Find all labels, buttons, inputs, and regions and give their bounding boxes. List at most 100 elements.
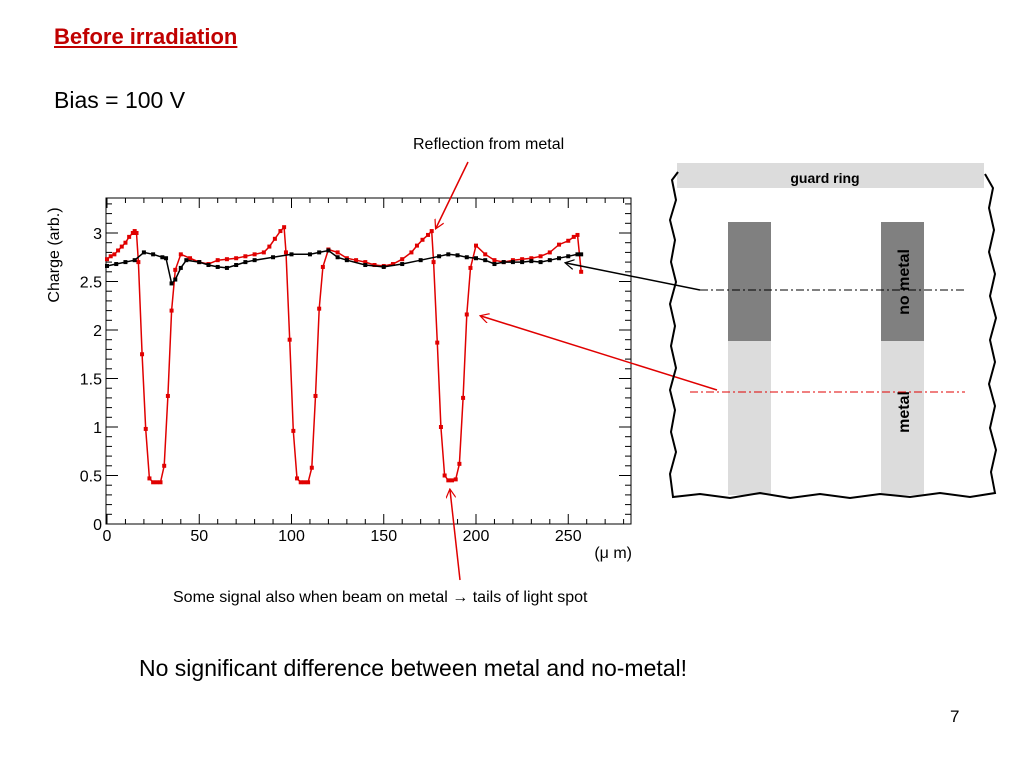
data-point (426, 232, 431, 237)
data-point (123, 240, 128, 245)
x-tick-label: 150 (370, 528, 397, 545)
data-point (178, 252, 183, 257)
data-point (335, 255, 340, 260)
data-point (143, 426, 148, 431)
signal-annotation-text: Some signal also when beam on metal (173, 589, 448, 606)
data-point (234, 256, 239, 261)
data-point (116, 248, 121, 253)
data-point (438, 425, 443, 429)
conclusion-text: No significant difference between metal … (139, 655, 688, 681)
data-point (344, 258, 349, 263)
no-metal-label: no metal (896, 249, 913, 315)
data-point (298, 480, 303, 485)
data-point (140, 352, 145, 357)
data-point (173, 267, 178, 272)
data-point (313, 393, 318, 398)
series-layer (105, 225, 584, 485)
data-point (224, 265, 229, 270)
data-point (162, 463, 167, 468)
data-point (224, 257, 229, 262)
data-point (429, 229, 434, 234)
signal-annotation-text-2: tails of light spot (472, 589, 588, 606)
data-point (420, 237, 425, 242)
data-point (483, 252, 488, 257)
slide-title: Before irradiation (54, 24, 238, 49)
data-point (450, 478, 455, 483)
data-point (169, 308, 174, 313)
data-point (372, 263, 377, 268)
data-point (252, 252, 257, 257)
data-point (446, 478, 451, 483)
x-tick-label: 100 (278, 528, 305, 545)
data-point (306, 480, 311, 485)
data-point (291, 428, 296, 433)
data-point (453, 477, 458, 482)
data-point (354, 258, 359, 263)
sensor-outline (668, 171, 998, 500)
data-point (283, 250, 288, 255)
reflection-arrow (436, 161, 469, 228)
data-point (335, 250, 340, 255)
data-point (520, 260, 525, 265)
data-point (160, 255, 165, 260)
data-point (492, 262, 497, 267)
data-point (309, 465, 314, 470)
data-point (134, 231, 139, 235)
guard-ring-bar (677, 163, 984, 188)
data-point (295, 476, 300, 481)
reflection-annotation: Reflection from metal (413, 136, 565, 153)
left-strip-dark (728, 222, 771, 341)
data-point (571, 234, 576, 239)
data-point (317, 306, 322, 311)
data-point (579, 252, 584, 257)
data-point (501, 260, 506, 265)
y-tick-label: 2.5 (80, 275, 102, 292)
charge-chart: 0 50 100 150 200 250 0 0.5 1 1.5 2 2.5 3 Charge (arb… (46, 197, 632, 562)
x-tick-label: 0 (103, 528, 112, 545)
y-tick-label: 0 (93, 517, 102, 534)
data-point (474, 256, 478, 261)
signal-annotation: Some signal also when beam on metal → ta… (173, 589, 587, 607)
data-point (267, 244, 272, 249)
bias-text: Bias = 100 V (54, 87, 186, 113)
data-point (215, 258, 220, 263)
data-point (234, 263, 239, 268)
data-point (206, 263, 211, 268)
data-point (520, 257, 525, 262)
data-point (272, 236, 277, 241)
data-point (538, 260, 543, 265)
data-point (169, 281, 174, 286)
data-point (579, 269, 584, 274)
data-point (547, 250, 552, 255)
data-point (547, 258, 552, 263)
metal-scan-arrow (481, 316, 718, 391)
data-point (123, 260, 128, 265)
data-point (400, 257, 405, 262)
data-point (154, 480, 159, 485)
data-point (178, 265, 183, 270)
signal-arrow (450, 490, 461, 581)
data-point (243, 254, 248, 259)
data-point (566, 254, 571, 259)
data-point (164, 256, 169, 261)
data-point (409, 250, 414, 255)
data-point (437, 254, 442, 259)
y-axis-label: Charge (arb.) (46, 207, 63, 302)
data-point (119, 244, 124, 249)
data-point (510, 260, 515, 265)
data-point (287, 337, 292, 342)
data-point (575, 252, 580, 257)
data-point (320, 264, 325, 269)
no-metal-scan-line-series (106, 249, 582, 285)
data-point (197, 260, 202, 265)
data-point (127, 234, 132, 239)
metal-scan-line-series (106, 225, 582, 484)
data-point (289, 252, 294, 257)
data-point (141, 250, 146, 255)
data-point (431, 260, 436, 265)
data-point (529, 259, 534, 264)
right-strip-dark (881, 222, 924, 341)
y-tick-label: 1 (93, 420, 102, 437)
data-point (557, 242, 562, 247)
data-point (317, 250, 322, 255)
